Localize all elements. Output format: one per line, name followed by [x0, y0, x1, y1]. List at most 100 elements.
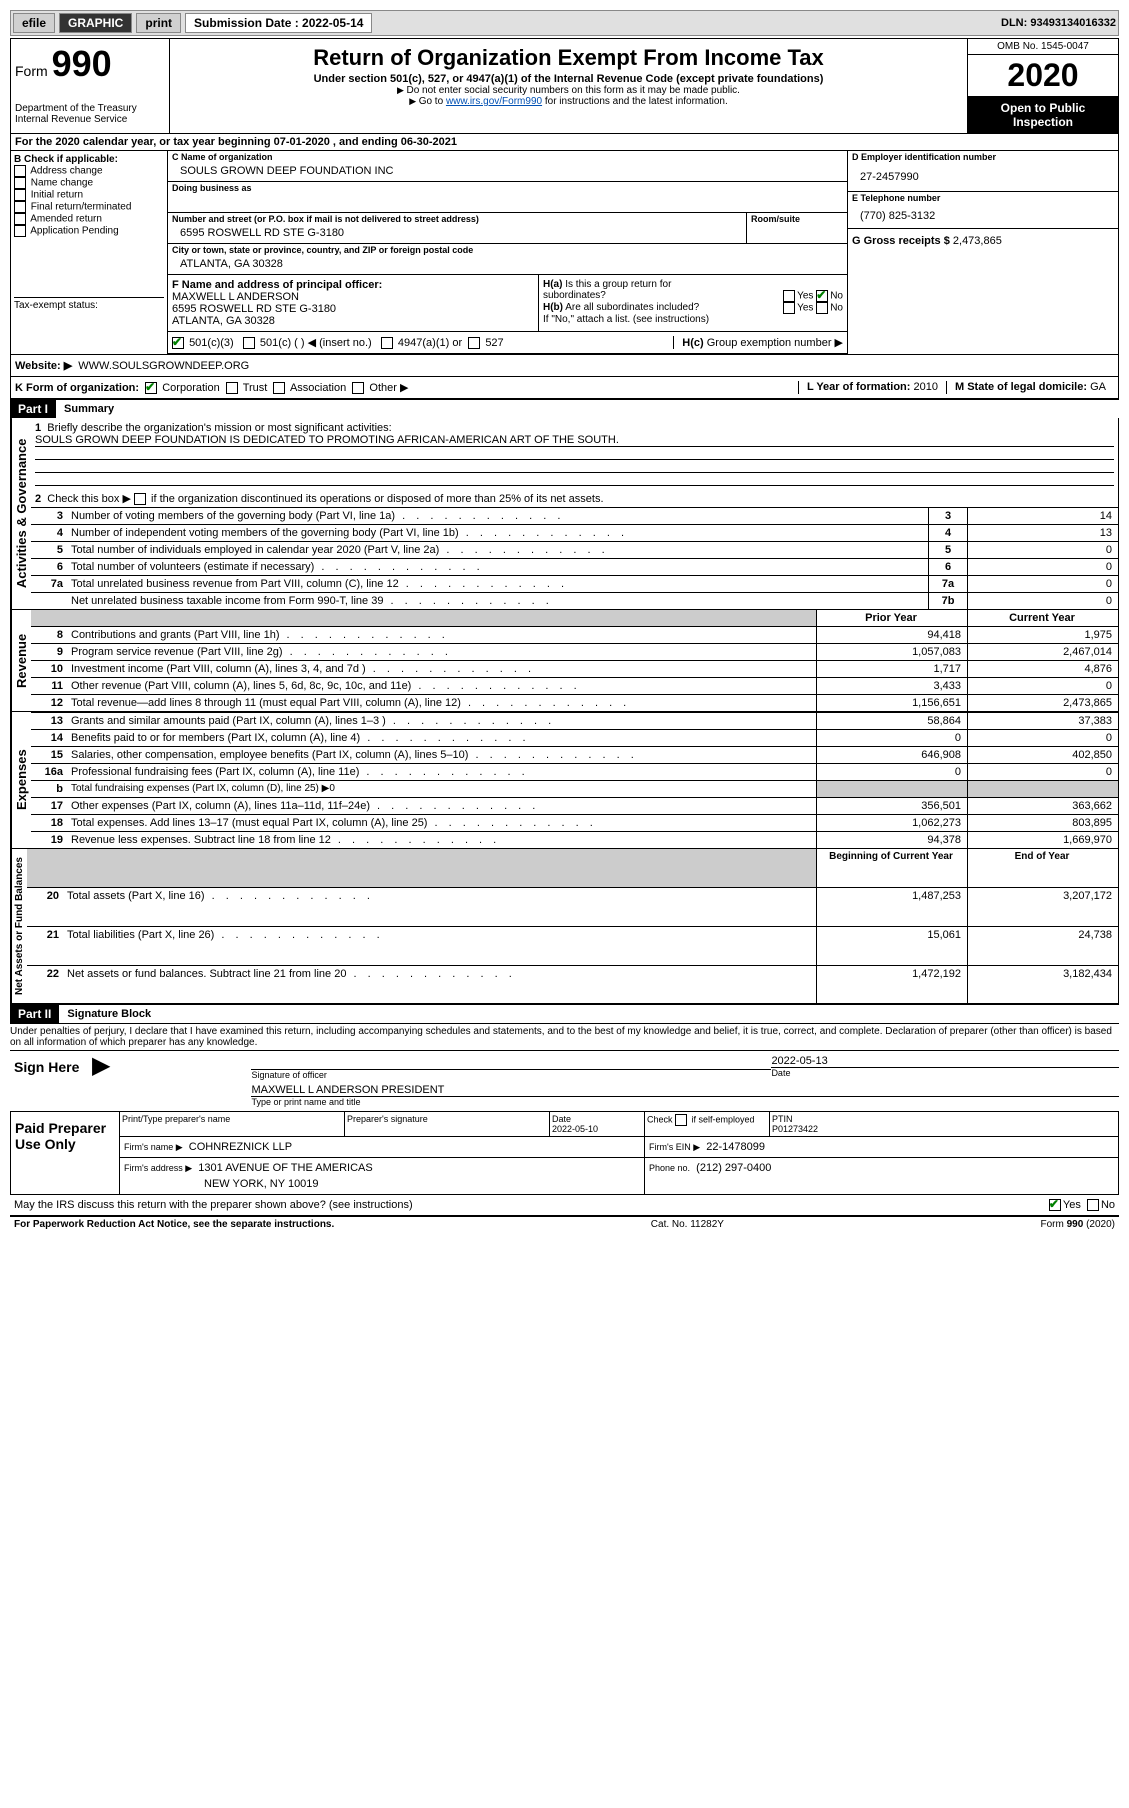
firm-phone: (212) 297-0400: [696, 1162, 771, 1174]
org-name-label: C Name of organization: [168, 151, 847, 163]
ptin-val: P01273422: [772, 1124, 1116, 1134]
discuss-yesno[interactable]: Yes No: [1049, 1199, 1115, 1211]
section-label-ag: Activities & Governance: [11, 418, 31, 609]
tax-exempt-label: Tax-exempt status:: [14, 297, 164, 311]
table-row: 17Other expenses (Part IX, column (A), l…: [31, 798, 1118, 815]
section-label-exp: Expenses: [11, 712, 31, 848]
omb-number: OMB No. 1545-0047: [968, 39, 1118, 55]
table-row: 21Total liabilities (Part X, line 26)15,…: [27, 926, 1118, 965]
table-row: 12Total revenue—add lines 8 through 11 (…: [31, 695, 1118, 712]
section-label-net: Net Assets or Fund Balances: [11, 849, 27, 1003]
check-corp[interactable]: [145, 382, 157, 394]
sig-date-val: 2022-05-13: [771, 1055, 1119, 1067]
dept-label: Department of the Treasury: [15, 103, 165, 114]
sig-officer-label: Signature of officer: [251, 1069, 771, 1080]
h-note: If "No," attach a list. (see instruction…: [543, 314, 843, 325]
table-row: 10Investment income (Part VIII, column (…: [31, 661, 1118, 678]
firm-addr1: 1301 AVENUE OF THE AMERICAS: [198, 1162, 372, 1174]
officer-name: MAXWELL L ANDERSON: [172, 291, 534, 303]
print-button[interactable]: print: [136, 13, 181, 33]
prep-date-label: Date: [552, 1114, 642, 1124]
efile-button[interactable]: efile: [13, 13, 55, 33]
check-name[interactable]: Name change: [14, 177, 164, 189]
sign-here: Sign Here: [10, 1051, 88, 1108]
gross-val: 2,473,865: [953, 235, 1002, 247]
table-row: 7aTotal unrelated business revenue from …: [31, 576, 1118, 593]
sign-arrow-icon: ▶: [88, 1051, 251, 1108]
table-exp: 13Grants and similar amounts paid (Part …: [31, 713, 1118, 849]
table-row: 16aProfessional fundraising fees (Part I…: [31, 764, 1118, 781]
prep-sig-label: Preparer's signature: [345, 1112, 550, 1137]
section-label-rev: Revenue: [11, 610, 31, 711]
check-other[interactable]: [352, 382, 364, 394]
box-l-val: 2010: [914, 381, 938, 393]
ein-label: D Employer identification number: [848, 151, 1118, 163]
dba-label: Doing business as: [168, 182, 847, 194]
check-discontinued[interactable]: [134, 493, 146, 505]
hb-yesno[interactable]: Yes No: [783, 302, 843, 314]
graphic-button[interactable]: GRAPHIC: [59, 13, 132, 33]
sig-name-val: MAXWELL L ANDERSON PRESIDENT: [251, 1084, 1119, 1097]
prep-self-employed[interactable]: Check if self-employed: [645, 1112, 770, 1137]
firm-phone-label: Phone no.: [649, 1163, 690, 1173]
table-ag: 3Number of voting members of the governi…: [31, 507, 1118, 609]
phone: (770) 825-3132: [848, 204, 1118, 228]
firm-name-label: Firm's name ▶: [124, 1142, 183, 1152]
check-501c3[interactable]: [172, 337, 184, 349]
dln: DLN: 93493134016332: [1001, 17, 1116, 29]
q1-label: Briefly describe the organization's miss…: [47, 422, 391, 434]
col-current: Current Year: [968, 610, 1119, 627]
public-inspection: Open to Public Inspection: [968, 97, 1118, 133]
box-l-label: L Year of formation:: [807, 381, 911, 393]
check-4947[interactable]: [381, 337, 393, 349]
website-label: Website: ▶: [15, 360, 72, 372]
part1-title: Summary: [56, 403, 114, 415]
instructions-link[interactable]: www.irs.gov/Form990: [446, 96, 542, 107]
table-row: 11Other revenue (Part VIII, column (A), …: [31, 678, 1118, 695]
table-row: 4Number of independent voting members of…: [31, 525, 1118, 542]
table-row: 20Total assets (Part X, line 16)1,487,25…: [27, 887, 1118, 926]
ein: 27-2457990: [848, 163, 1118, 191]
check-527[interactable]: [468, 337, 480, 349]
discuss-label: May the IRS discuss this return with the…: [14, 1199, 413, 1211]
table-row: 3Number of voting members of the governi…: [31, 508, 1118, 525]
table-row: 5Total number of individuals employed in…: [31, 542, 1118, 559]
city: ATLANTA, GA 30328: [168, 256, 847, 274]
check-trust[interactable]: [226, 382, 238, 394]
officer-addr1: 6595 ROSWELL RD STE G-3180: [172, 303, 534, 315]
check-501c[interactable]: [243, 337, 255, 349]
check-address[interactable]: Address change: [14, 165, 164, 177]
col-begin: Beginning of Current Year: [817, 849, 968, 887]
check-pending[interactable]: Application Pending: [14, 225, 164, 237]
table-row: 22Net assets or fund balances. Subtract …: [27, 965, 1118, 1003]
form-subtitle: Under section 501(c), 527, or 4947(a)(1)…: [174, 73, 963, 85]
check-assoc[interactable]: [273, 382, 285, 394]
sig-date-label: Date: [771, 1067, 1119, 1078]
table-row: 19Revenue less expenses. Subtract line 1…: [31, 832, 1118, 849]
check-initial[interactable]: Initial return: [14, 189, 164, 201]
officer-addr2: ATLANTA, GA 30328: [172, 315, 534, 327]
box-m-label: M State of legal domicile:: [955, 381, 1087, 393]
box-k-label: K Form of organization:: [15, 382, 139, 394]
table-row: 9Program service revenue (Part VIII, lin…: [31, 644, 1118, 661]
form-header: Form 990 Department of the Treasury Inte…: [10, 38, 1119, 134]
top-bar: efile GRAPHIC print Submission Date : 20…: [10, 10, 1119, 36]
footer-right: Form 990 (2020): [1041, 1219, 1115, 1230]
phone-label: E Telephone number: [848, 192, 1118, 204]
city-label: City or town, state or province, country…: [168, 244, 847, 256]
col-end: End of Year: [968, 849, 1119, 887]
form-title: Return of Organization Exempt From Incom…: [174, 45, 963, 71]
form-note2: Go to www.irs.gov/Form990 for instructio…: [174, 96, 963, 107]
check-final[interactable]: Final return/terminated: [14, 201, 164, 213]
sig-name-label: Type or print name and title: [251, 1097, 1119, 1107]
part2-header: Part II: [10, 1005, 59, 1023]
table-row: 15Salaries, other compensation, employee…: [31, 747, 1118, 764]
ptin-label: PTIN: [772, 1114, 1116, 1124]
prep-name-label: Print/Type preparer's name: [120, 1112, 345, 1137]
check-amended[interactable]: Amended return: [14, 213, 164, 225]
paid-preparer: Paid Preparer Use Only: [11, 1112, 120, 1195]
footer-left: For Paperwork Reduction Act Notice, see …: [14, 1219, 334, 1230]
table-rev: 8Contributions and grants (Part VIII, li…: [31, 627, 1118, 712]
box-m-val: GA: [1090, 381, 1106, 393]
ha-yesno[interactable]: Yes No: [783, 290, 843, 302]
